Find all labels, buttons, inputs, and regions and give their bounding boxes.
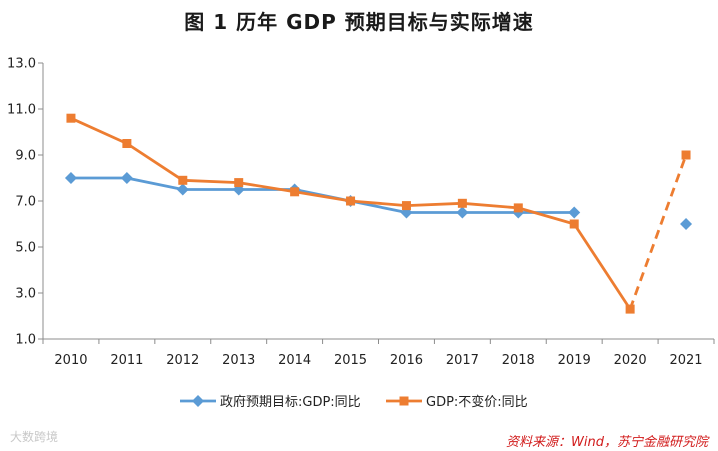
source-note: 资料来源：Wind，苏宁金融研究院 (506, 435, 708, 450)
y-tick-label: 5.0 (15, 241, 36, 256)
data-point (680, 218, 693, 230)
series-line-dashed (628, 154, 688, 310)
data-point (569, 219, 579, 229)
x-tick-label: 2018 (502, 353, 535, 368)
x-tick-label: 2010 (54, 353, 87, 368)
data-point (457, 198, 467, 208)
x-tick-label: 2019 (558, 353, 591, 368)
series-layer (64, 113, 693, 314)
legend: 政府预期目标:GDP:同比 GDP:不变价:同比 (180, 394, 528, 410)
data-point (120, 172, 133, 184)
data-point (64, 172, 77, 184)
x-tick-label: 2017 (446, 353, 479, 368)
data-point (122, 139, 132, 148)
data-point (234, 178, 244, 188)
y-tick-label: 13.0 (7, 57, 36, 72)
data-point (513, 203, 523, 213)
x-tick-label: 2015 (334, 353, 367, 368)
data-point (625, 304, 635, 314)
x-tick-label: 2011 (110, 353, 143, 368)
data-point (178, 175, 188, 185)
data-point (66, 113, 76, 123)
x-tick-label: 2014 (278, 353, 311, 368)
legend-marker (399, 396, 409, 406)
data-point (401, 201, 411, 211)
y-tick-label: 9.0 (15, 149, 36, 164)
y-tick-label: 3.0 (15, 287, 36, 302)
data-point (568, 206, 581, 219)
legend-item-1: 政府预期目标:GDP:同比 (180, 395, 361, 410)
y-tick-label: 1.0 (15, 333, 36, 348)
data-point (290, 187, 300, 197)
legend-label: GDP:不变价:同比 (426, 394, 528, 410)
x-tick-label: 2021 (669, 353, 702, 368)
data-point (176, 183, 189, 196)
legend-item-2: GDP:不变价:同比 (386, 394, 528, 410)
x-tick-label: 2012 (166, 353, 199, 368)
data-point (456, 206, 469, 219)
y-tick-label: 7.0 (15, 195, 36, 210)
series-2 (66, 113, 691, 314)
watermark: 大数跨境 (10, 430, 59, 444)
x-tick-label: 2016 (390, 353, 423, 368)
chart-title: 图 1 历年 GDP 预期目标与实际增速 (184, 10, 534, 34)
series-1 (64, 172, 693, 230)
data-point (346, 196, 356, 206)
x-tick-label: 2013 (222, 353, 255, 368)
legend-marker (192, 395, 204, 407)
data-point (681, 150, 691, 160)
axes-layer: 13.0 11.0 9.0 7.0 5.0 3.0 1.0 2010 2011 2012 2013 2… (7, 57, 715, 368)
y-tick-label: 11.0 (7, 103, 36, 118)
legend-label: 政府预期目标:GDP:同比 (220, 395, 361, 410)
x-tick-label: 2020 (614, 353, 647, 368)
